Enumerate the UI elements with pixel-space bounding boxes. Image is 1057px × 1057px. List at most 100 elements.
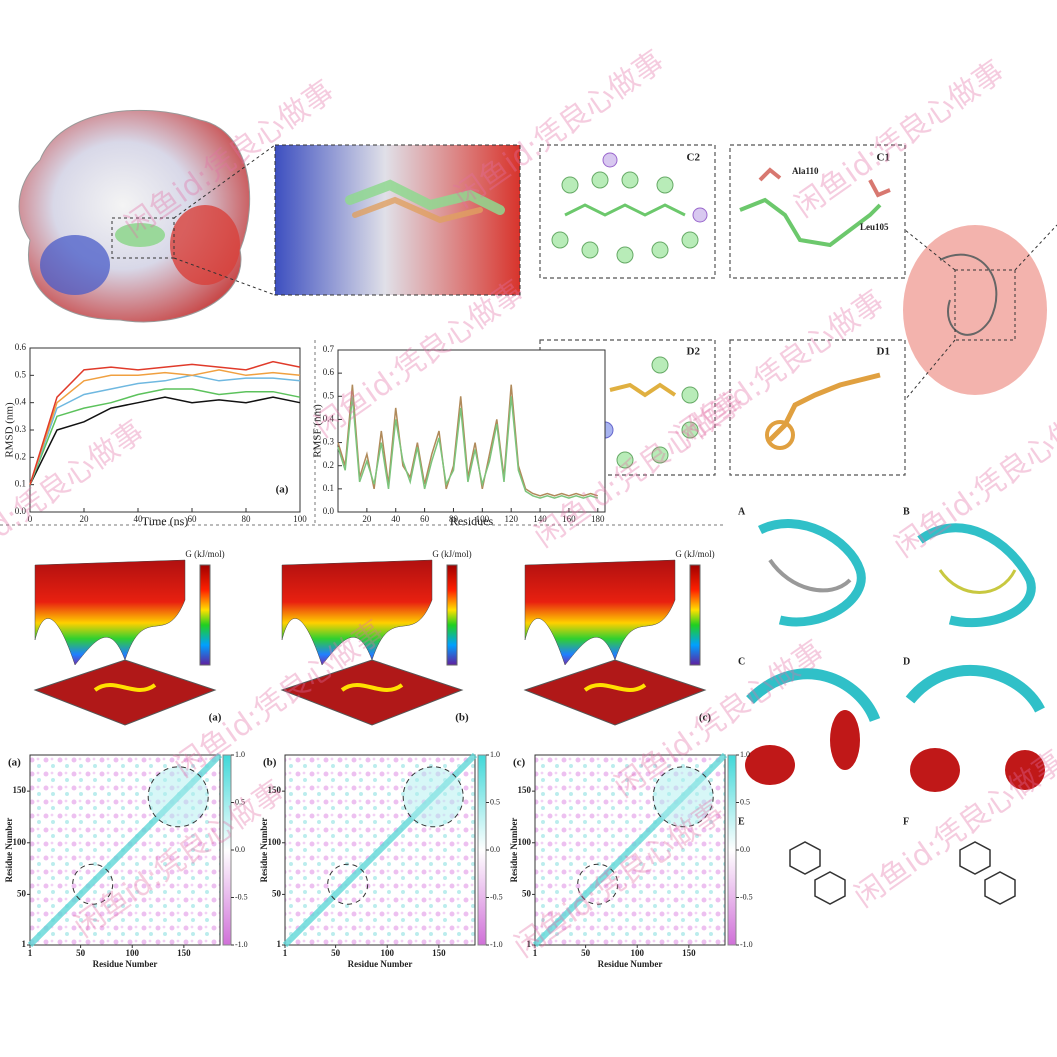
panel-label: B	[903, 506, 910, 517]
x-tick-label: 150	[682, 948, 696, 958]
region-circle	[402, 766, 464, 828]
colorbar-tick-label: -1.0	[740, 940, 753, 949]
y-tick-label: 0.6	[323, 367, 335, 377]
protein-surface	[18, 109, 251, 323]
colorbar-title: G (kJ/mol)	[675, 549, 714, 559]
colorbar-tick-label: 0.0	[490, 845, 500, 854]
y-tick-label: 0.2	[15, 451, 26, 461]
docking-3d-d1	[729, 339, 906, 476]
x-tick-label: 40	[391, 514, 401, 524]
fel-panel: G (kJ/mol) (b)	[280, 549, 472, 726]
panel-label: (a)	[276, 484, 289, 496]
pocket-zoom	[274, 144, 521, 296]
x-tick-label: 100	[630, 948, 644, 958]
y-tick-label: 150	[13, 785, 27, 795]
fel-panel: G (kJ/mol) (c)	[523, 549, 715, 726]
fel-surface	[524, 559, 676, 666]
colorbar-tick-label: 1.0	[235, 750, 245, 759]
x-tick-label: 50	[76, 948, 86, 958]
colorbar	[727, 754, 737, 946]
colorbar	[222, 754, 232, 946]
y-tick-label: 150	[268, 785, 282, 795]
docking-2d-c2	[539, 144, 716, 279]
x-axis-label: Residues	[450, 514, 494, 528]
y-tick-label: 50	[272, 888, 282, 898]
x-axis-label: Residue Number	[598, 959, 663, 969]
x-tick-label: 80	[242, 514, 252, 524]
y-tick-label: 0.7	[323, 344, 335, 354]
y-tick-label: 0.3	[15, 424, 27, 434]
residue-label: Leu105	[860, 222, 889, 232]
x-tick-label: 120	[504, 514, 518, 524]
x-tick-label: 1	[283, 948, 288, 958]
x-tick-label: 0	[28, 514, 33, 524]
x-tick-label: 100	[125, 948, 139, 958]
colorbar	[477, 754, 487, 946]
y-tick-label: 100	[13, 837, 27, 847]
residue-label: Ala110	[792, 166, 819, 176]
panel-label: (c)	[513, 757, 526, 769]
panel-label: (b)	[263, 757, 277, 769]
colorbar-tick-label: 1.0	[490, 750, 500, 759]
colorbar-tick-label: 0.0	[740, 845, 750, 854]
x-tick-label: 100	[380, 948, 394, 958]
panel-label: E	[738, 816, 745, 827]
x-tick-label: 60	[420, 514, 430, 524]
x-tick-label: 40	[134, 514, 144, 524]
x-tick-label: 180	[591, 514, 605, 524]
series-line	[29, 388, 301, 485]
y-tick-label: 0.4	[323, 413, 335, 423]
fel-minima	[340, 683, 404, 692]
colorbar-tick-label: 0.5	[235, 797, 245, 806]
y-tick-label: 0.2	[323, 460, 334, 470]
x-tick-label: 50	[331, 948, 341, 958]
colorbar-tick-label: -1.0	[490, 940, 503, 949]
colorbar-tick-label: 1.0	[740, 750, 750, 759]
y-axis-label: Residue Number	[509, 818, 519, 883]
y-tick-label: 1	[22, 939, 27, 949]
y-tick-label: 0.1	[15, 479, 26, 489]
region-circle	[147, 766, 209, 828]
colorbar-tick-label: 0.0	[235, 845, 245, 854]
plot-frame	[29, 347, 301, 513]
fel-floor	[523, 659, 707, 726]
y-axis-label: RMSF (nm)	[312, 404, 324, 458]
fel-minima	[93, 683, 157, 692]
series-line	[29, 396, 301, 486]
colorbar	[446, 564, 458, 666]
colorbar-tick-label: -0.5	[740, 892, 753, 901]
colorbar-tick-label: 0.5	[490, 797, 500, 806]
x-tick-label: 60	[188, 514, 198, 524]
y-tick-label: 50	[522, 888, 532, 898]
x-tick-label: 1	[28, 948, 33, 958]
y-axis-label: RMSD (nm)	[4, 402, 16, 458]
fel-floor	[33, 659, 217, 726]
x-tick-label: 100	[476, 514, 490, 524]
panel-label: C2	[687, 152, 701, 164]
y-axis-label: Residue Number	[4, 818, 14, 883]
series-line	[29, 369, 301, 485]
fel-minima	[583, 683, 647, 692]
panel-label: (c)	[699, 712, 712, 724]
colorbar	[689, 564, 701, 666]
panel-label: C1	[877, 152, 890, 164]
x-tick-label: 50	[581, 948, 591, 958]
y-tick-label: 1	[527, 939, 532, 949]
panel-label: D1	[877, 346, 890, 358]
series-line	[337, 396, 599, 499]
y-tick-label: 100	[518, 837, 532, 847]
y-tick-label: 0.5	[15, 369, 27, 379]
x-tick-label: 150	[177, 948, 191, 958]
x-axis-label: Time (ns)	[142, 514, 189, 528]
panel-label: F	[903, 816, 909, 827]
panel-label: D	[903, 656, 910, 667]
x-axis-label: Residue Number	[93, 959, 158, 969]
colorbar	[199, 564, 211, 666]
protein-overview	[903, 224, 1057, 401]
panel-label: D2	[687, 346, 701, 358]
y-tick-label: 100	[268, 837, 282, 847]
x-tick-label: 80	[449, 514, 459, 524]
colorbar-tick-label: 0.5	[740, 797, 750, 806]
